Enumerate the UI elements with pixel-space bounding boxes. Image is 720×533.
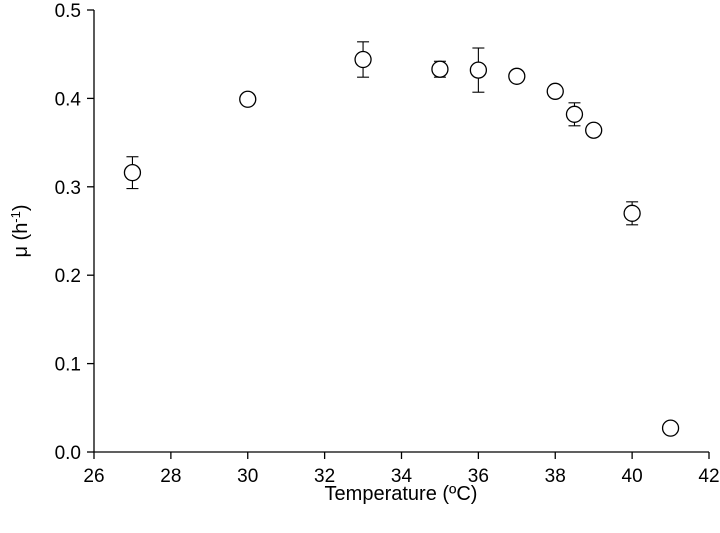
x-tick-label-1: 28 bbox=[160, 466, 181, 487]
x-tick-label-2: 30 bbox=[237, 466, 258, 487]
y-axis-title-close: ) bbox=[10, 204, 32, 211]
data-point-10 bbox=[661, 419, 680, 437]
data-point-1 bbox=[239, 90, 257, 108]
x-tick-label-6: 38 bbox=[545, 466, 566, 487]
data-point-5 bbox=[508, 67, 526, 85]
x-tick-label-7: 40 bbox=[622, 466, 643, 487]
y-tick-label-1: 0.1 bbox=[55, 355, 81, 376]
data-point-8 bbox=[585, 121, 603, 139]
data-point-9 bbox=[623, 204, 641, 222]
x-tick-label-0: 26 bbox=[83, 466, 104, 487]
data-point-3 bbox=[431, 60, 449, 78]
data-point-7 bbox=[565, 105, 584, 123]
y-axis-title: μ (h-1) bbox=[8, 204, 32, 257]
y-tick-label-3: 0.3 bbox=[55, 178, 81, 199]
y-tick-label-5: 0.5 bbox=[55, 1, 81, 22]
y-axis-title-superscript: -1 bbox=[8, 211, 23, 223]
x-tick-label-5: 36 bbox=[468, 466, 489, 487]
ticks: 26 28 30 32 34 36 38 40 42 0.0 0.1 0.2 0.3 0.4 0.5 bbox=[55, 1, 720, 487]
axes bbox=[93, 10, 709, 453]
x-tick-label-8: 42 bbox=[698, 466, 719, 487]
x-tick-label-3: 32 bbox=[314, 466, 335, 487]
y-axis-title-main: μ (h bbox=[10, 223, 32, 258]
data-point-0 bbox=[123, 164, 142, 182]
y-tick-label-4: 0.4 bbox=[55, 89, 82, 110]
y-tick-label-2: 0.2 bbox=[55, 266, 81, 287]
data-point-2 bbox=[354, 50, 372, 69]
data-point-4 bbox=[469, 61, 488, 79]
y-tick-label-0: 0.0 bbox=[55, 443, 81, 464]
x-axis-title: Temperature (ºC) bbox=[325, 483, 478, 505]
data-points bbox=[123, 41, 680, 437]
x-tick-label-4: 34 bbox=[391, 466, 413, 487]
data-point-6 bbox=[546, 82, 564, 100]
